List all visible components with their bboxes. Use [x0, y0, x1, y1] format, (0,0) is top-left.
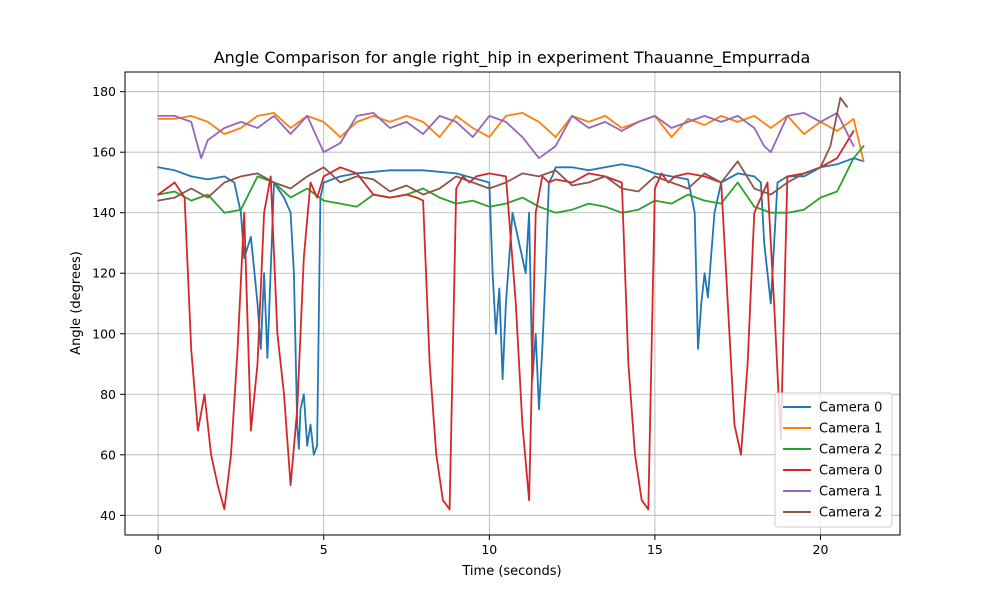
legend: Camera 0 Camera 1 Camera 2 Camera 0 Camera 1…: [774, 392, 893, 528]
y-axis-label: Angle (degrees): [69, 251, 84, 355]
series-lines: [157, 96, 865, 511]
y-tick-label-4: 120: [92, 266, 116, 281]
series-line-3: [157, 130, 855, 511]
plot-frame: [124, 71, 901, 536]
x-axis-label: Time (seconds): [461, 564, 561, 579]
legend-label-1: Camera 1: [819, 422, 882, 437]
y-tick-label-2: 80: [100, 387, 116, 402]
x-axis-ticks: 0 5 10 15 20: [154, 535, 829, 557]
legend-label-2: Camera 2: [819, 443, 882, 458]
series-line-1: [157, 112, 865, 163]
legend-label-3: Camera 0: [819, 464, 882, 479]
y-tick-label-6: 160: [92, 145, 116, 160]
legend-box: [774, 392, 893, 528]
x-tick-label-4: 20: [813, 542, 829, 557]
y-tick-label-7: 180: [92, 84, 116, 99]
x-tick-label-2: 10: [481, 542, 497, 557]
y-tick-label-5: 140: [92, 205, 116, 220]
x-tick-label-0: 0: [154, 542, 162, 557]
chart-title: Angle Comparison for angle right_hip in …: [214, 48, 811, 68]
x-tick-label-3: 15: [647, 542, 663, 557]
legend-label-4: Camera 1: [819, 485, 882, 500]
series-line-5: [157, 96, 848, 202]
y-tick-label-0: 40: [100, 508, 116, 523]
series-line-2: [157, 145, 865, 214]
series-line-4: [157, 112, 855, 160]
grid: [125, 72, 900, 535]
legend-label-0: Camera 0: [819, 401, 882, 416]
legend-label-5: Camera 2: [819, 506, 882, 521]
x-tick-label-1: 5: [320, 542, 328, 557]
y-tick-label-1: 60: [100, 447, 116, 462]
y-tick-label-3: 100: [92, 326, 116, 341]
y-axis-ticks: 40 60 80 100 120 140 160 180: [92, 84, 125, 523]
